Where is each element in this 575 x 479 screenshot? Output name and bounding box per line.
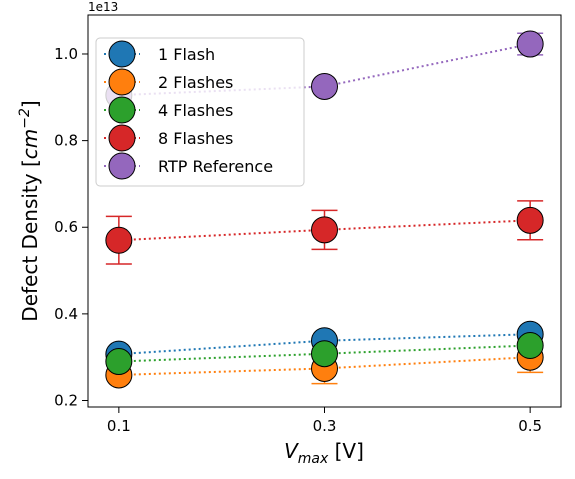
- legend-label: 1 Flash: [158, 45, 215, 64]
- data-point: [312, 341, 338, 367]
- series-3: [106, 201, 543, 264]
- data-point: [106, 227, 132, 253]
- y-tick-label: 0.4: [54, 305, 78, 323]
- data-point: [106, 349, 132, 375]
- legend-marker: [109, 97, 135, 123]
- y-tick-label: 0.6: [54, 218, 78, 236]
- y-offset-label: 1e13: [88, 0, 118, 14]
- x-tick-label: 0.5: [518, 417, 542, 435]
- y-tick-label: 1.0: [54, 45, 78, 63]
- x-axis-unit: [V]: [328, 439, 364, 463]
- legend-marker: [109, 153, 135, 179]
- data-point: [312, 73, 338, 99]
- x-axis-var-sub: max: [298, 451, 329, 467]
- y-tick-label: 0.8: [54, 132, 78, 150]
- legend-item-3: 8 Flashes: [104, 125, 233, 151]
- legend-marker: [109, 41, 135, 67]
- y-axis-title: Defect Density [cm−2]: [17, 100, 42, 321]
- legend: 1 Flash 2 Flashes 4 Flashes 8 Flashes RTP Re…: [96, 38, 304, 186]
- legend-label: 2 Flashes: [158, 73, 233, 92]
- x-tick-label: 0.1: [107, 417, 131, 435]
- legend-item-1: 2 Flashes: [104, 69, 233, 95]
- legend-label: 8 Flashes: [158, 129, 233, 148]
- legend-marker: [109, 69, 135, 95]
- x-axis-title: Vmax [V]: [284, 439, 364, 467]
- legend-item-2: 4 Flashes: [104, 97, 233, 123]
- x-tick-label: 0.3: [313, 417, 337, 435]
- data-point: [517, 332, 543, 358]
- y-axis-exponent: −2: [17, 108, 33, 129]
- legend-label: 4 Flashes: [158, 101, 233, 120]
- legend-item-4: RTP Reference: [104, 153, 273, 179]
- legend-marker: [109, 125, 135, 151]
- y-axis-unit: cm: [18, 129, 42, 159]
- data-point: [517, 31, 543, 57]
- data-point: [312, 217, 338, 243]
- y-tick-label: 0.2: [54, 392, 78, 410]
- data-point: [517, 207, 543, 233]
- legend-label: RTP Reference: [158, 157, 273, 176]
- y-axis-label: Defect Density [: [18, 159, 42, 321]
- y-axis-close: ]: [18, 100, 42, 108]
- legend-item-0: 1 Flash: [104, 41, 215, 67]
